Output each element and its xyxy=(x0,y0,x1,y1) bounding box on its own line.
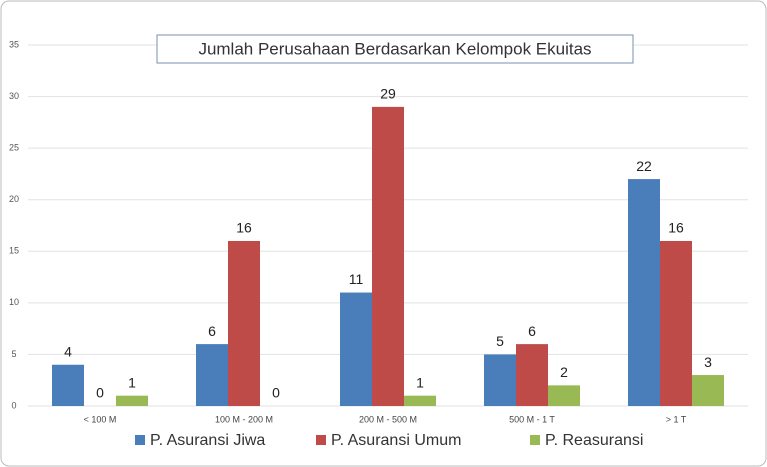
value-label: 5 xyxy=(496,333,504,349)
value-label: 2 xyxy=(560,364,568,380)
y-tick-label: 25 xyxy=(9,143,19,153)
y-tick-label: 5 xyxy=(11,349,16,359)
value-label: 0 xyxy=(272,385,280,401)
value-label: 6 xyxy=(528,323,536,339)
y-tick-label: 0 xyxy=(11,400,16,410)
value-label: 16 xyxy=(236,220,252,236)
value-label: 29 xyxy=(380,86,396,102)
legend-swatch xyxy=(135,435,145,445)
bar xyxy=(404,395,436,406)
legend-swatch xyxy=(530,435,540,445)
legend-label: P. Asuransi Umum xyxy=(331,432,461,449)
value-label: 4 xyxy=(64,343,72,359)
bar xyxy=(228,240,260,406)
value-label: 16 xyxy=(668,220,684,236)
bar xyxy=(196,344,228,406)
x-tick-label: < 100 M xyxy=(84,414,117,424)
bar xyxy=(660,240,692,406)
x-tick-label: 500 M - 1 T xyxy=(509,414,555,424)
value-label: 22 xyxy=(636,158,652,174)
legend-swatch xyxy=(316,435,326,445)
value-label: 0 xyxy=(96,385,104,401)
bar xyxy=(340,292,372,406)
y-tick-label: 15 xyxy=(9,246,19,256)
bar xyxy=(372,106,404,406)
value-label: 11 xyxy=(349,271,364,287)
y-tick-label: 30 xyxy=(9,91,19,101)
y-tick-label: 20 xyxy=(9,194,19,204)
bar xyxy=(628,179,660,406)
bar xyxy=(516,344,548,406)
value-label: 1 xyxy=(128,374,136,390)
value-label: 1 xyxy=(416,374,424,390)
bar xyxy=(484,354,516,406)
title-box xyxy=(156,34,634,64)
legend-label: P. Asuransi Jiwa xyxy=(150,432,265,449)
bar xyxy=(52,364,84,406)
x-tick-label: 100 M - 200 M xyxy=(215,414,273,424)
chart-title: Jumlah Perusahaan Berdasarkan Kelompok E… xyxy=(198,39,591,58)
y-tick-label: 10 xyxy=(9,297,19,307)
bar xyxy=(116,395,148,406)
value-label: 6 xyxy=(208,323,216,339)
bar xyxy=(692,375,724,406)
x-tick-label: 200 M - 500 M xyxy=(359,414,417,424)
x-tick-label: > 1 T xyxy=(666,414,687,424)
bar xyxy=(548,385,580,406)
value-label: 3 xyxy=(704,354,712,370)
y-tick-label: 35 xyxy=(9,39,19,49)
legend-label: P. Reasuransi xyxy=(545,432,643,449)
